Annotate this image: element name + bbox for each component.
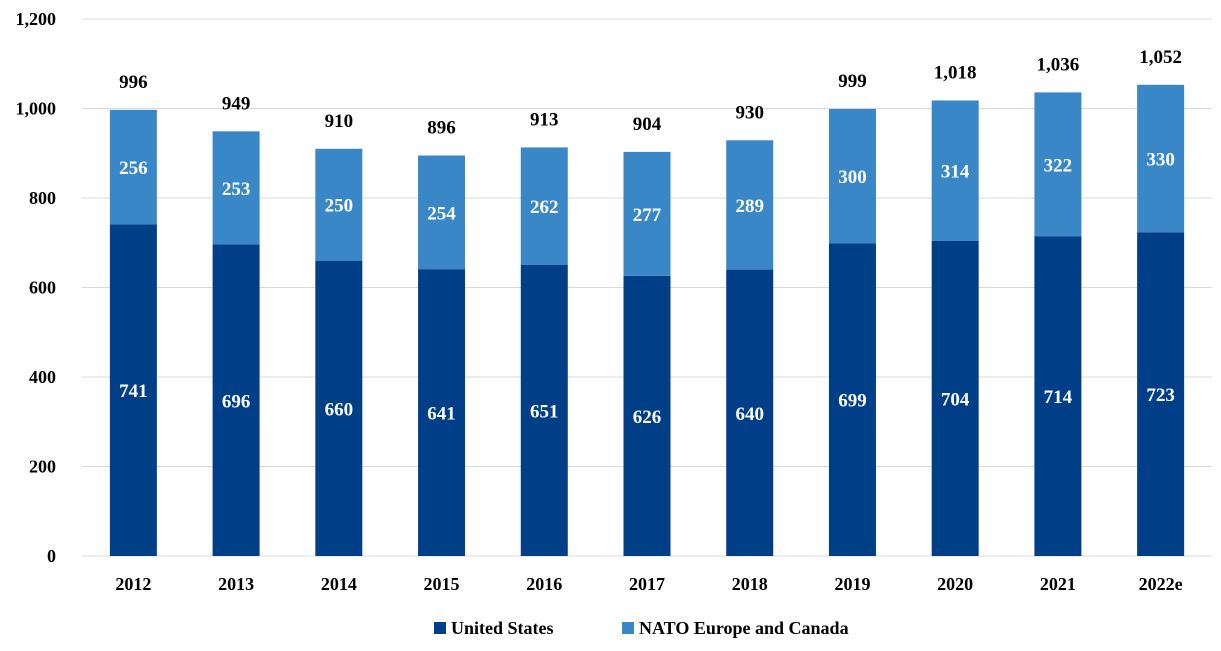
bar-segment-united-states	[726, 269, 774, 556]
x-tick-label: 2017	[629, 574, 665, 594]
data-label: 696	[222, 391, 251, 412]
x-tick-label: 2015	[424, 574, 460, 594]
bar-segment-nato-europe-canada	[828, 108, 876, 244]
bar-segment-united-states	[212, 244, 260, 557]
x-tick-label: 2013	[218, 574, 254, 594]
data-label: 314	[941, 162, 970, 183]
bar-segment-united-states	[623, 275, 671, 556]
bar-segment-nato-europe-canada	[520, 147, 568, 265]
bar-segment-nato-europe-canada	[1137, 84, 1185, 233]
bar-segment-united-states	[520, 264, 568, 556]
x-tick-label: 2020	[937, 574, 973, 594]
data-label: 256	[119, 158, 148, 179]
data-label: 300	[838, 167, 867, 188]
total-label: 1,018	[934, 62, 977, 83]
x-tick-label: 2019	[834, 574, 870, 594]
bar-segment-nato-europe-canada	[931, 100, 979, 241]
x-tick-label: 2012	[115, 574, 151, 594]
y-tick-label: 600	[29, 278, 56, 298]
x-tick-label: 2018	[732, 574, 768, 594]
total-label: 1,036	[1037, 54, 1080, 75]
data-label: 254	[427, 203, 456, 224]
total-label: 930	[735, 102, 764, 123]
bar-segment-united-states	[418, 269, 466, 556]
data-label: 641	[427, 404, 456, 425]
total-label: 999	[838, 71, 867, 92]
legend-swatch	[622, 622, 634, 634]
y-tick-label: 1,200	[16, 9, 57, 29]
data-label: 626	[633, 407, 662, 428]
bar-segment-united-states	[1034, 236, 1082, 557]
bar-segment-united-states	[315, 260, 363, 556]
x-tick-label: 2016	[526, 574, 562, 594]
total-label: 910	[325, 111, 354, 132]
legend-label: United States	[451, 618, 554, 638]
data-label: 640	[735, 404, 764, 425]
bar-segment-united-states	[1137, 232, 1185, 556]
bar-segment-nato-europe-canada	[623, 151, 671, 276]
bars: 741 256 996 696 253 949 660 250 910 641 254 896 651 2…	[109, 47, 1185, 557]
data-label: 723	[1146, 385, 1175, 406]
data-label: 253	[222, 179, 251, 200]
data-label: 330	[1146, 150, 1175, 171]
data-label: 289	[735, 196, 764, 217]
total-label: 913	[530, 109, 559, 130]
data-label: 704	[941, 389, 970, 410]
total-label: 904	[633, 114, 662, 135]
data-label: 660	[325, 399, 354, 420]
bar-segment-united-states	[109, 224, 157, 556]
total-label: 949	[222, 93, 251, 114]
data-label: 651	[530, 401, 559, 422]
y-tick-label: 400	[29, 367, 56, 387]
y-axis-ticks: 0 200 400 600 800 1,000 1,200	[16, 9, 57, 566]
data-label: 714	[1044, 387, 1073, 408]
data-label: 741	[119, 381, 148, 402]
bar-segment-nato-europe-canada	[212, 131, 260, 245]
total-label: 896	[427, 117, 456, 138]
legend-swatch	[434, 622, 446, 634]
x-tick-label: 2014	[321, 574, 357, 594]
legend: United States NATO Europe and Canada	[434, 618, 849, 638]
bar-segment-united-states	[828, 243, 876, 556]
total-label: 1,052	[1139, 47, 1182, 68]
data-label: 250	[325, 196, 354, 217]
total-label: 996	[119, 72, 148, 93]
data-label: 322	[1044, 155, 1073, 176]
x-tick-label: 2021	[1040, 574, 1076, 594]
y-tick-label: 0	[47, 546, 56, 566]
data-label: 277	[633, 205, 662, 226]
bar-segment-united-states	[931, 240, 979, 556]
x-axis-ticks: 2012 2013 2014 2015 2016 2017 2018 2019 2020 2021…	[115, 574, 1182, 594]
y-tick-label: 1,000	[16, 99, 57, 119]
bar-segment-nato-europe-canada	[418, 155, 466, 270]
bar-segment-nato-europe-canada	[726, 140, 774, 270]
legend-label: NATO Europe and Canada	[639, 618, 849, 638]
y-tick-label: 800	[29, 188, 56, 208]
bar-segment-nato-europe-canada	[109, 109, 157, 225]
data-label: 262	[530, 197, 559, 218]
bar-segment-nato-europe-canada	[1034, 92, 1082, 237]
x-tick-label: 2022e	[1139, 574, 1183, 594]
y-tick-label: 200	[29, 457, 56, 477]
data-label: 699	[838, 391, 867, 412]
bar-segment-nato-europe-canada	[315, 148, 363, 261]
